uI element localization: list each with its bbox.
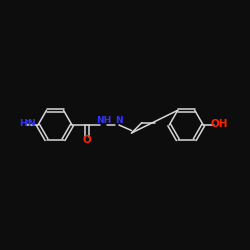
Text: OH: OH xyxy=(211,119,228,129)
Text: N: N xyxy=(115,116,123,125)
Text: NH: NH xyxy=(96,116,111,125)
Text: N: N xyxy=(27,118,34,128)
Text: 2: 2 xyxy=(24,120,29,126)
Text: O: O xyxy=(83,135,92,145)
Text: H: H xyxy=(19,118,27,128)
